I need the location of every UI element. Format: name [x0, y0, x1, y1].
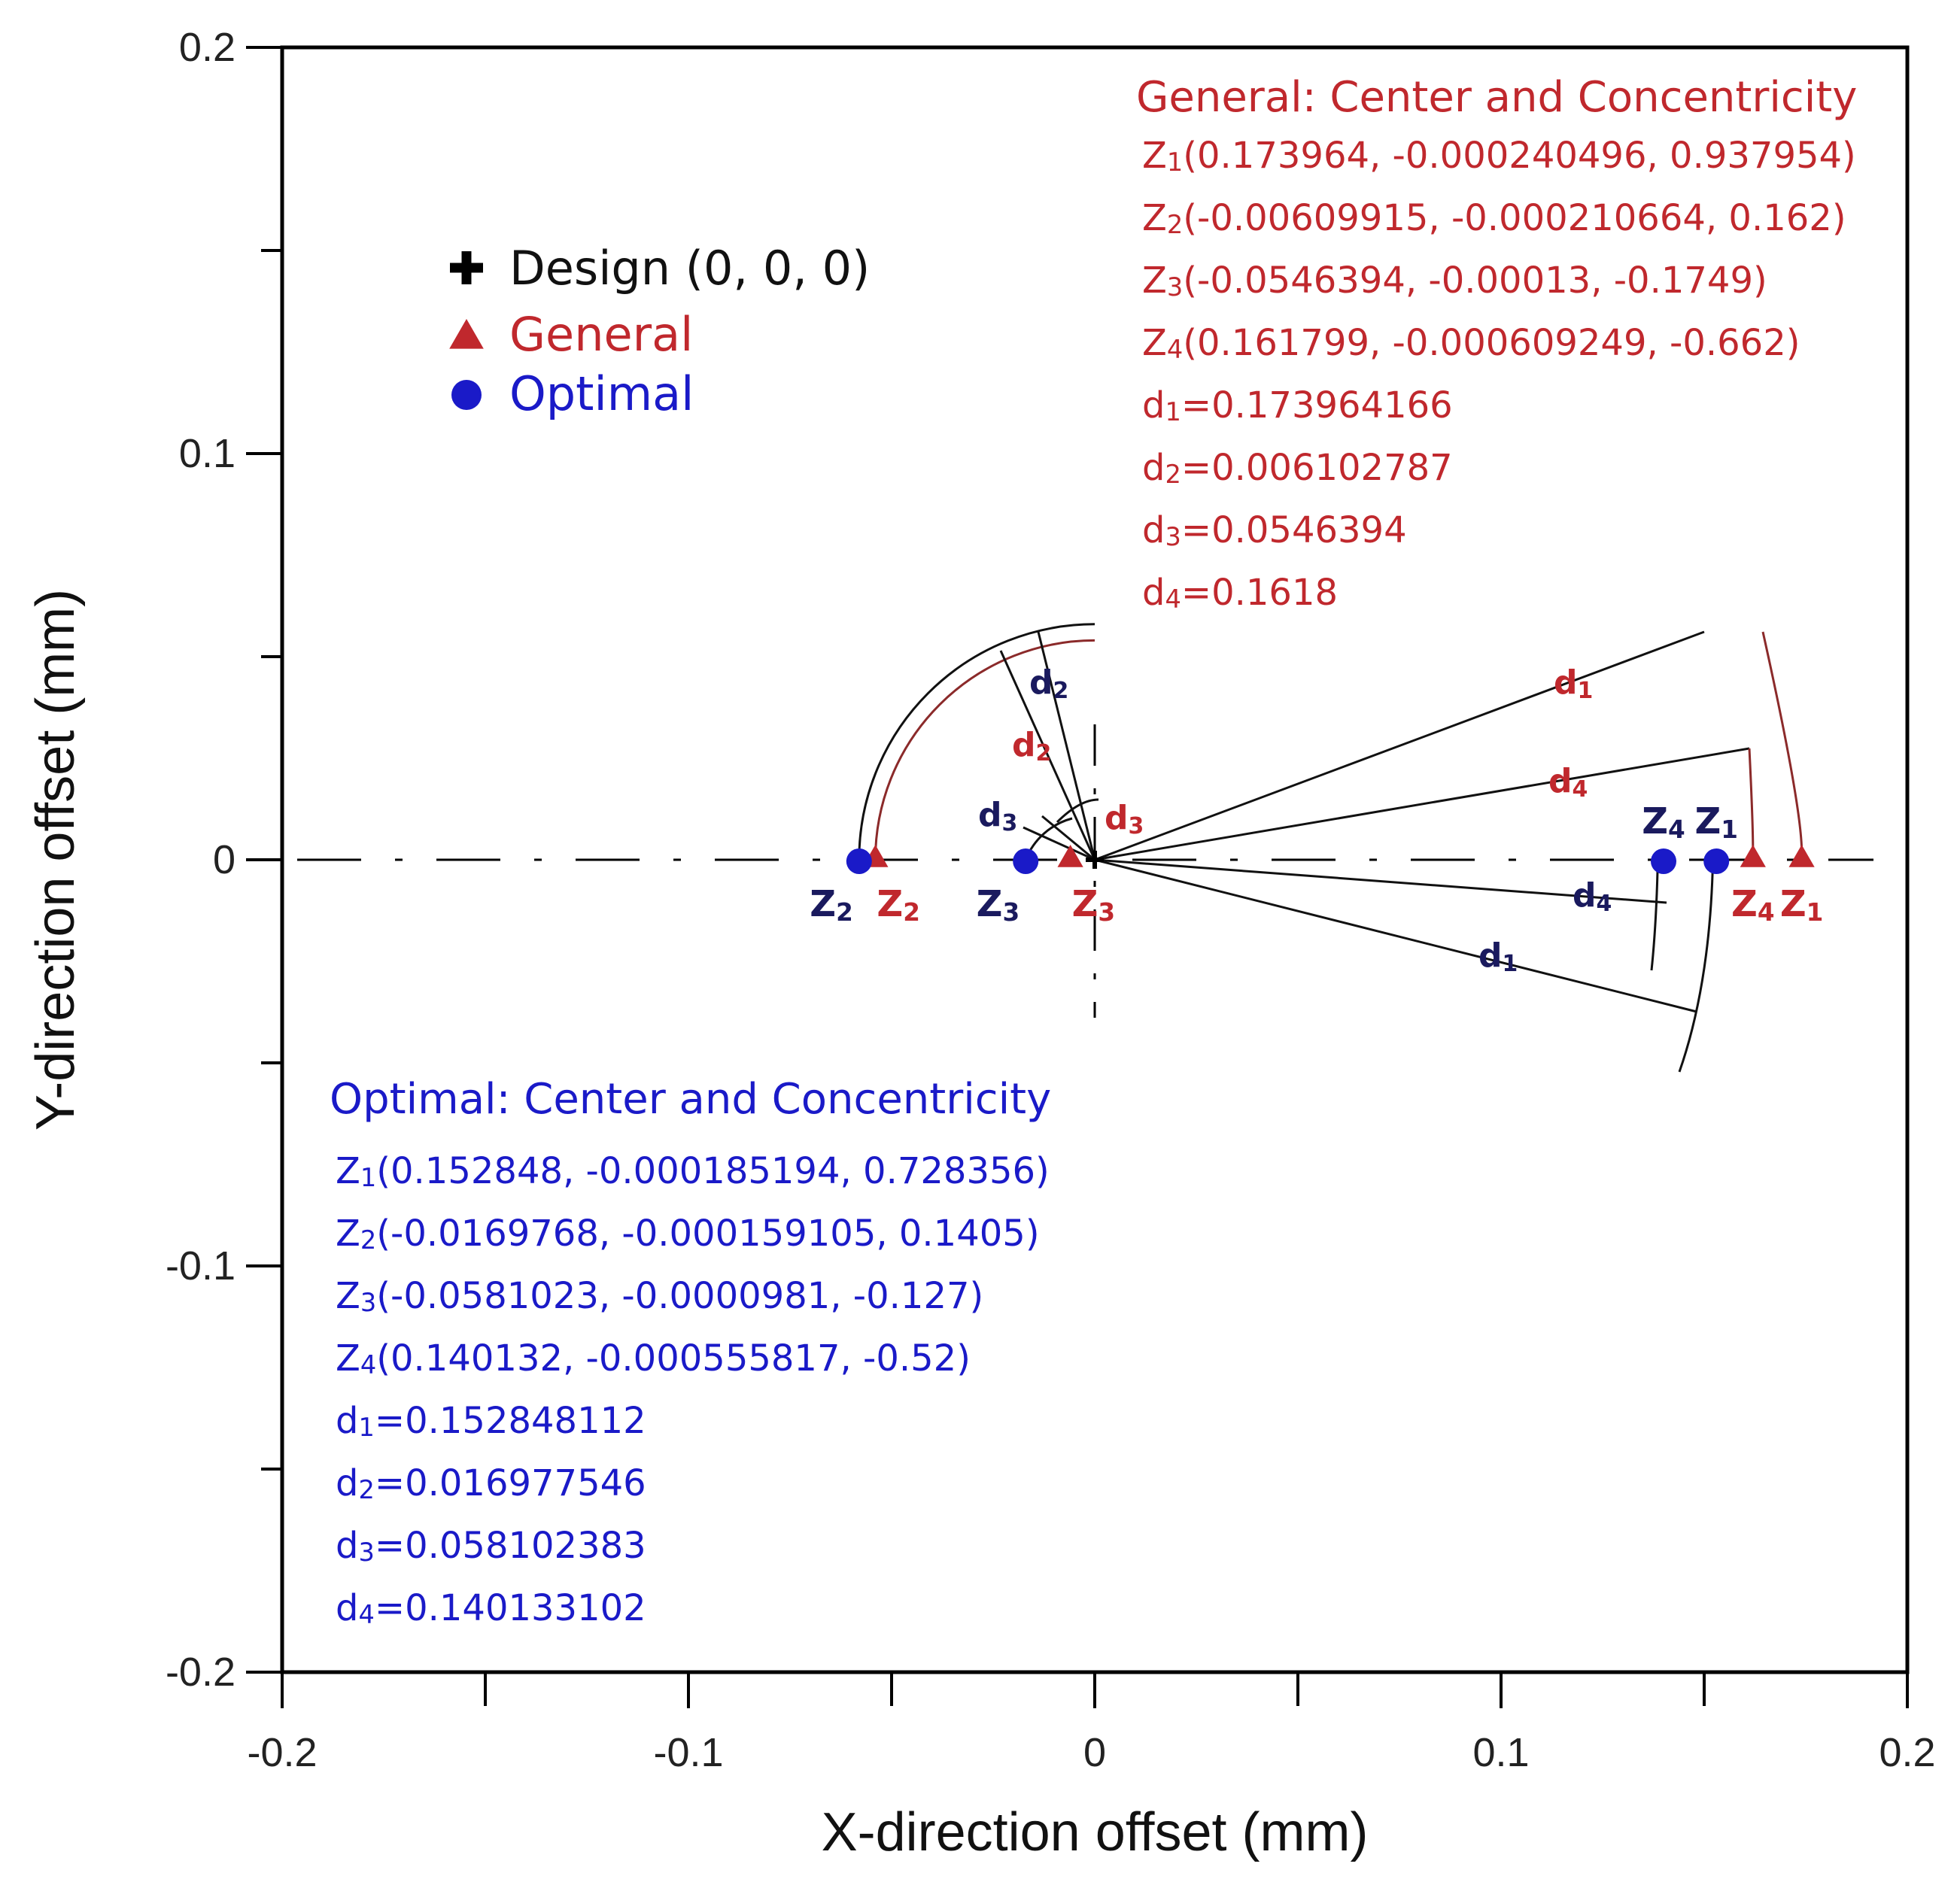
optimal-annotation-line-6: d2=0.016977546 [336, 1462, 646, 1504]
x-tick-label: -0.2 [247, 1730, 317, 1775]
general-point-z4 [1740, 845, 1766, 867]
x-axis-ticks: -0.2 -0.1 0 0.1 0.2 [247, 1672, 1936, 1775]
optimal-d2-label: d2 [1029, 663, 1068, 704]
guide-lines [297, 724, 1873, 1018]
optimal-label-z1: Z1 [1694, 800, 1738, 844]
optimal-d3-label: d3 [978, 796, 1017, 836]
optimal-d2-arc [858, 623, 1095, 861]
general-d2-label: d2 [1012, 726, 1051, 766]
general-annotation-title: General: Center and Concentricity [1136, 73, 1857, 122]
y-tick-label: 0 [213, 837, 236, 882]
optimal-annotation-line-8: d4=0.140133102 [336, 1587, 646, 1629]
general-annotation-line-1: Z1(0.173964, -0.000240496, 0.937954) [1142, 135, 1856, 177]
legend-general-marker [449, 319, 484, 349]
general-annotation-line-6: d2=0.006102787 [1142, 447, 1453, 489]
general-annotation-line-5: d1=0.173964166 [1142, 384, 1453, 426]
optimal-d4-label: d4 [1573, 876, 1612, 917]
general-d3-label: d3 [1105, 799, 1144, 839]
general-point-z1 [1788, 845, 1815, 867]
optimal-annotation-block: Optimal: Center and Concentricity Z1(0.1… [330, 1075, 1051, 1629]
optimal-annotation-line-3: Z3(-0.0581023, -0.0000981, -0.127) [336, 1275, 983, 1317]
optimal-annotation-title: Optimal: Center and Concentricity [330, 1075, 1051, 1124]
optimal-point-z3 [1013, 848, 1039, 874]
y-tick-label: -0.1 [166, 1243, 236, 1289]
general-d4-label: d4 [1548, 762, 1588, 803]
optimal-annotation-line-5: d1=0.152848112 [336, 1400, 646, 1442]
general-d1-label: d1 [1554, 663, 1593, 704]
optimal-annotation-line-4: Z4(0.140132, -0.000555817, -0.52) [336, 1337, 971, 1380]
general-point-z3 [1057, 845, 1083, 867]
x-axis-title: X-direction offset (mm) [822, 1802, 1369, 1862]
legend-optimal-marker [451, 380, 482, 410]
general-annotation-line-4: Z4(0.161799, -0.000609249, -0.662) [1142, 322, 1800, 364]
design-point [1086, 851, 1104, 869]
legend-label-design: Design (0, 0, 0) [509, 241, 870, 296]
general-label-z1: Z1 [1780, 883, 1824, 927]
general-annotation-line-7: d3=0.0546394 [1142, 509, 1407, 551]
optimal-label-z2: Z2 [810, 883, 853, 927]
optimal-d4-ray [1094, 858, 1667, 904]
optimal-d2-leader [1037, 631, 1096, 861]
y-axis-title: Y-direction offset (mm) [26, 589, 86, 1131]
distance-arcs [858, 623, 1804, 1073]
optimal-point-z4 [1651, 848, 1676, 874]
optimal-d1-label: d1 [1478, 936, 1518, 977]
y-tick-label: 0.2 [179, 25, 236, 70]
y-axis-ticks: 0.2 0.1 0 -0.1 -0.2 [166, 25, 282, 1695]
optimal-label-z4: Z4 [1642, 800, 1685, 844]
general-annotation-line-3: Z3(-0.0546394, -0.00013, -0.1749) [1142, 260, 1767, 302]
x-tick-label: -0.1 [653, 1730, 723, 1775]
general-d2-leader [999, 650, 1096, 861]
legend-design-marker [450, 251, 483, 284]
optimal-annotation-line-7: d3=0.058102383 [336, 1525, 646, 1567]
general-d4-ray [1094, 747, 1750, 861]
general-d3-arc [1056, 798, 1099, 824]
optimal-annotation-line-1: Z1(0.152848, -0.000185194, 0.728356) [336, 1150, 1050, 1192]
x-tick-label: 0 [1083, 1730, 1106, 1775]
optimal-annotation-line-2: Z2(-0.0169768, -0.000159105, 0.1405) [336, 1213, 1040, 1255]
x-tick-label: 0.2 [1879, 1730, 1935, 1775]
optimal-d1-ray [1094, 858, 1697, 1013]
optimal-label-z3: Z3 [977, 883, 1020, 927]
general-annotation-block: General: Center and Concentricity Z1(0.1… [1136, 73, 1857, 614]
legend-label-general: General [509, 307, 693, 362]
x-tick-label: 0.1 [1472, 1730, 1529, 1775]
general-d2-arc [874, 639, 1095, 861]
data-points [846, 845, 1815, 874]
general-label-z3: Z3 [1072, 883, 1116, 927]
legend-label-optimal: Optimal [509, 366, 694, 421]
general-label-z4: Z4 [1731, 883, 1775, 927]
general-d4-arc [1748, 748, 1755, 849]
optimal-d3-leader [1023, 826, 1095, 861]
general-d1-arc [1761, 631, 1804, 849]
general-label-z2: Z2 [877, 883, 920, 927]
distance-labels: d1 d2 d3 d4 d1 d2 d3 d4 [978, 663, 1612, 977]
general-d3-leader [1041, 815, 1095, 861]
general-d1-ray [1094, 630, 1705, 861]
optimal-d1-arc [1678, 870, 1714, 1073]
optimal-point-z1 [1703, 848, 1730, 874]
y-tick-label: 0.1 [179, 431, 236, 476]
general-annotation-line-8: d4=0.1618 [1142, 572, 1338, 614]
y-tick-label: -0.2 [166, 1650, 236, 1695]
optimal-point-z2 [846, 848, 872, 874]
general-annotation-line-2: Z2(-0.00609915, -0.000210664, 0.162) [1142, 197, 1846, 239]
optimal-d4-arc [1650, 870, 1659, 971]
